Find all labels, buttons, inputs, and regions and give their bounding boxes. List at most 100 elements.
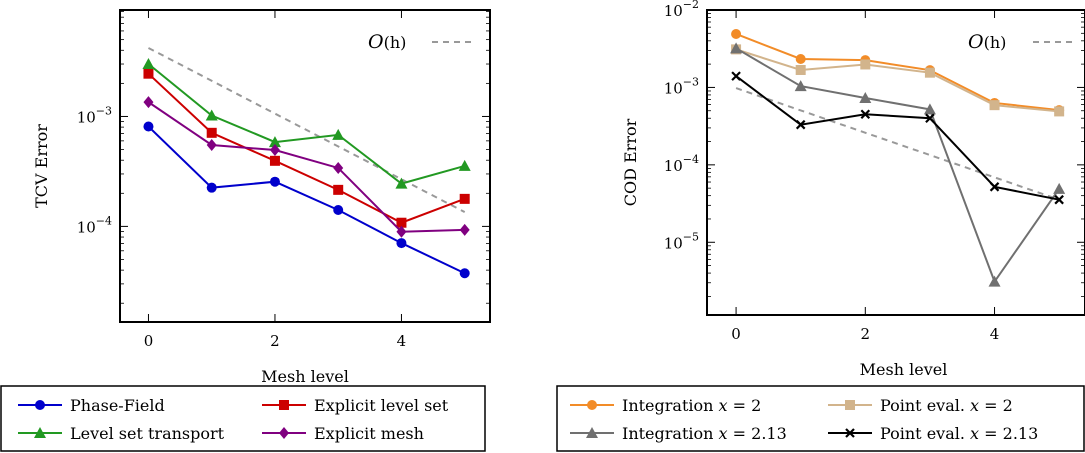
x-axis-label: Mesh level [860, 360, 948, 379]
y-tick-label: 10−2 [664, 0, 699, 20]
data-point [459, 268, 470, 279]
data-point [333, 161, 344, 174]
y-axis-label: TCV Error [32, 124, 51, 208]
y-tick-label: 10−4 [77, 214, 112, 236]
legend-label: Explicit level set [314, 396, 449, 415]
data-point [396, 225, 407, 238]
x-tick-label: 0 [144, 332, 154, 350]
x-tick-label: 2 [270, 332, 280, 350]
data-point [206, 127, 217, 138]
data-point [396, 217, 407, 228]
reference-label: O(h) [968, 31, 1006, 53]
legend-label: Integration x = 2 [622, 396, 761, 415]
y-tick-label: 10−3 [664, 75, 699, 97]
series-line [147, 101, 465, 233]
data-point [396, 238, 407, 249]
chart-panel-2: 10−2 10−3 10−4 10−5 0 2 4 O(h) Mesh level COD Err… [556, 0, 1085, 452]
series-line [147, 125, 466, 275]
data-point [795, 64, 806, 75]
x-tick-label: 2 [861, 325, 871, 343]
data-point [859, 92, 872, 104]
data-point [794, 80, 807, 92]
data-point [459, 223, 470, 236]
series-1 [731, 28, 1065, 116]
reference-line [735, 87, 1060, 201]
legend-entry-2: Point eval. x = 2 [828, 396, 1013, 415]
legend-label: Explicit mesh [314, 424, 424, 443]
data-point [206, 139, 217, 152]
series-1 [143, 121, 470, 279]
data-point [795, 119, 806, 130]
data-point [1053, 182, 1066, 194]
x-tick-label: 4 [990, 325, 1000, 343]
legend-swatch-marker [587, 400, 597, 410]
data-point [731, 28, 742, 39]
data-point [205, 109, 218, 121]
series-4 [731, 71, 1064, 205]
reference-line [148, 47, 466, 213]
legend-swatch-marker [279, 400, 289, 410]
data-point [860, 109, 871, 120]
plot-frame [119, 9, 491, 323]
series-3 [730, 42, 1066, 287]
series-3 [142, 58, 471, 189]
data-point [1054, 106, 1065, 117]
data-point [730, 42, 743, 54]
data-point [269, 144, 280, 157]
data-point [989, 100, 1000, 111]
legend-label: Phase-Field [70, 396, 165, 415]
series-line [735, 47, 1060, 284]
data-point [269, 176, 280, 187]
data-point [458, 159, 471, 171]
reference-label: O(h) [368, 31, 406, 53]
legend-box [556, 385, 1085, 452]
legend-label: Integration x = 2.13 [622, 424, 787, 443]
plot-frame [706, 9, 1085, 316]
data-point [142, 58, 155, 70]
legend-swatch-marker [845, 428, 855, 438]
legend-entry-2: Explicit level set [262, 396, 449, 415]
data-point [332, 128, 345, 140]
x-tick-label: 4 [397, 332, 407, 350]
data-point [395, 177, 408, 189]
data-point [459, 193, 470, 204]
data-point [924, 67, 935, 78]
data-point [143, 68, 154, 79]
legend-box [0, 385, 486, 452]
data-point [860, 59, 871, 70]
legend: Integration x = 2 Point eval. x = 2 Integr… [556, 385, 1085, 452]
x-axis-label: Mesh level [261, 367, 349, 386]
legend-entry-4: Point eval. x = 2.13 [828, 424, 1038, 443]
data-point [1054, 194, 1064, 205]
legend-swatch-marker [35, 400, 45, 410]
data-point [269, 155, 280, 166]
data-point [989, 182, 1000, 192]
series-4 [143, 96, 470, 238]
series-line [147, 72, 466, 224]
series-2 [143, 68, 470, 228]
legend: Phase-Field Explicit level set Level set t… [0, 385, 486, 452]
legend-swatch-marker [845, 400, 855, 410]
data-point [988, 275, 1001, 287]
series-line [735, 33, 1060, 112]
data-point [333, 204, 344, 215]
legend-label: Level set transport [70, 424, 225, 443]
legend-swatch-marker [586, 427, 598, 438]
data-point [925, 113, 935, 124]
data-point [795, 53, 806, 64]
data-point [731, 71, 741, 81]
x-tick-label: 0 [731, 325, 741, 343]
data-point [143, 96, 154, 109]
legend-swatch-marker [34, 427, 46, 438]
data-point [268, 136, 281, 148]
legend-entry-1: Integration x = 2 [570, 396, 761, 415]
y-axis-label: COD Error [621, 118, 640, 206]
plot-area [730, 28, 1066, 287]
data-point [923, 103, 936, 115]
legend-label: Point eval. x = 2.13 [880, 424, 1038, 443]
data-point [206, 182, 217, 193]
series-line [735, 75, 1060, 201]
legend-entry-3: Level set transport [18, 424, 225, 443]
y-tick-label: 10−5 [664, 230, 699, 252]
